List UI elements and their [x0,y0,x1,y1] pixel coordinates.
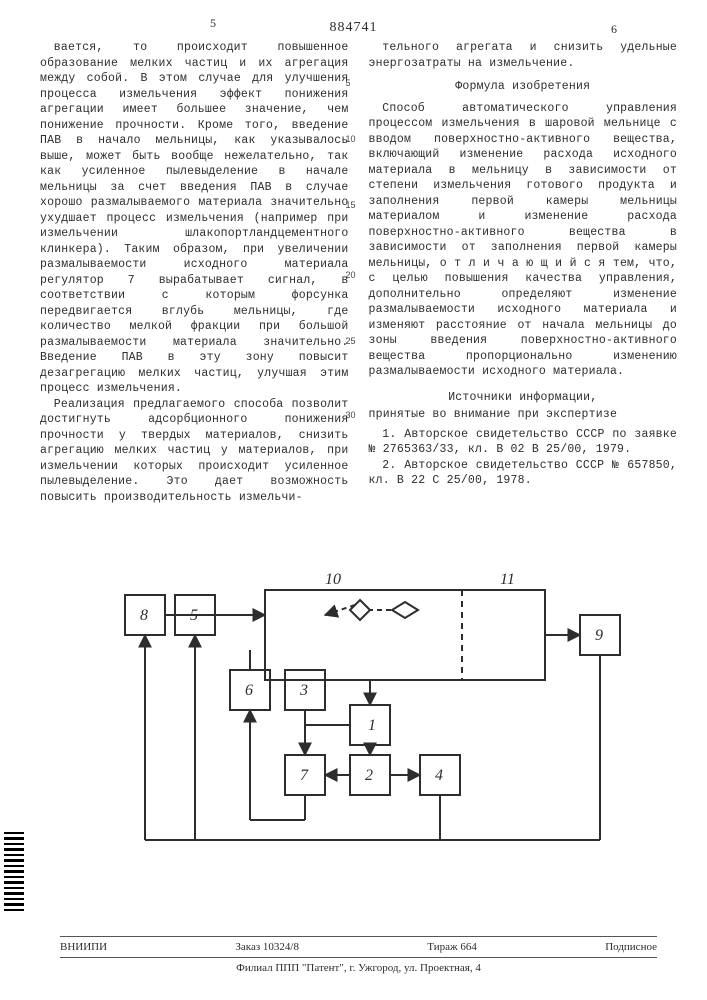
text-columns: вается, то происходит повышенное образов… [40,40,677,505]
label-6: 6 [245,682,253,699]
label-4: 4 [435,767,443,784]
footer-line-2: Филиал ППП "Патент", г. Ужгород, ул. Про… [60,957,657,974]
label-11: 11 [500,571,515,588]
block-diagram: 10 11 8 5 9 6 3 1 7 [70,570,640,890]
right-para-1: Способ автоматического управления процес… [369,101,678,380]
label-1: 1 [368,717,376,734]
footer-sub: Подписное [605,941,657,953]
col-number-right: 6 [611,22,617,37]
label-2: 2 [365,767,373,784]
col-number-left: 5 [210,16,216,31]
refs-subtitle: принятые во внимание при экспертизе [369,407,678,423]
left-para-2: Реализация предлагаемого способа позволи… [40,397,349,506]
label-8: 8 [140,607,148,624]
ref-2: 2. Авторское свидетельство СССР № 657850… [369,458,678,489]
barcode-strip [4,832,24,932]
footer-tirazh: Тираж 664 [427,941,477,953]
footer-line-1: ВНИИПИ Заказ 10324/8 Тираж 664 Подписное [60,936,657,953]
label-3: 3 [299,682,308,699]
footer-org: ВНИИПИ [60,941,107,953]
footer-order: Заказ 10324/8 [235,941,299,953]
page: 5 884741 6 5 10 15 20 25 30 вается, то п… [0,0,707,1000]
formula-title: Формула изобретения [369,79,678,95]
patent-number: 884741 [330,20,378,36]
right-para-0: тельного агрегата и снизить удельные эне… [369,40,678,71]
left-column: вается, то происходит повышенное образов… [40,40,349,505]
label-5: 5 [190,607,198,624]
label-10: 10 [325,571,341,588]
label-7: 7 [300,767,309,784]
left-para-1: вается, то происходит повышенное образов… [40,40,349,397]
refs-title: Источники информации, [369,390,678,406]
ref-1: 1. Авторское свидетельство СССР по заявк… [369,427,678,458]
label-9: 9 [595,627,603,644]
footer: ВНИИПИ Заказ 10324/8 Тираж 664 Подписное… [60,936,657,974]
right-column: тельного агрегата и снизить удельные эне… [369,40,678,505]
